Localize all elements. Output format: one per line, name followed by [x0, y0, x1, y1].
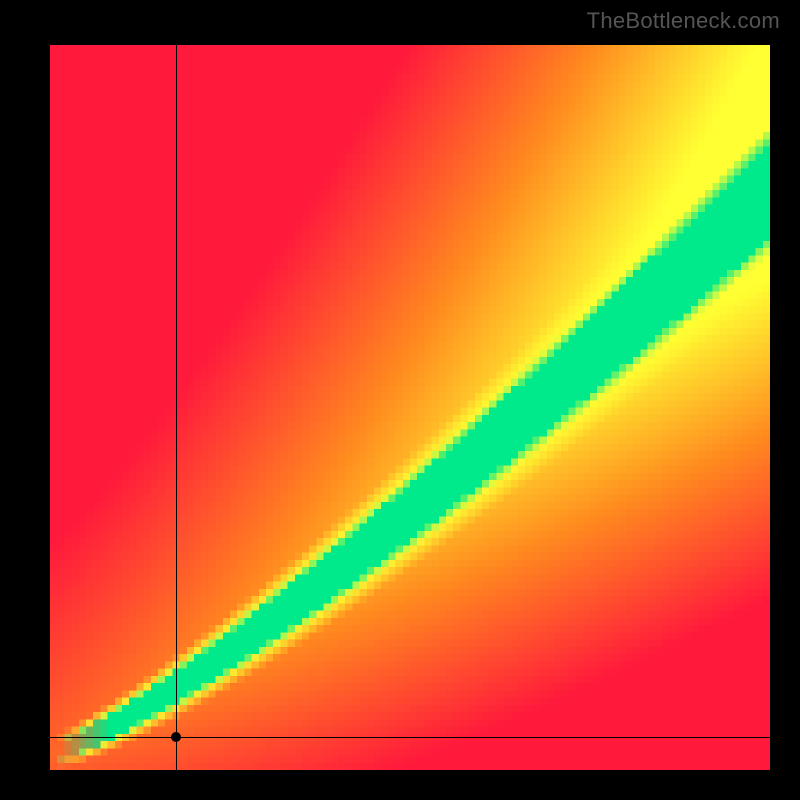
watermark-text: TheBottleneck.com	[587, 8, 780, 34]
chart-container: TheBottleneck.com	[0, 0, 800, 800]
crosshair-marker	[171, 732, 181, 742]
bottleneck-heatmap	[50, 45, 770, 770]
crosshair-horizontal	[50, 737, 770, 738]
crosshair-vertical	[176, 45, 177, 770]
